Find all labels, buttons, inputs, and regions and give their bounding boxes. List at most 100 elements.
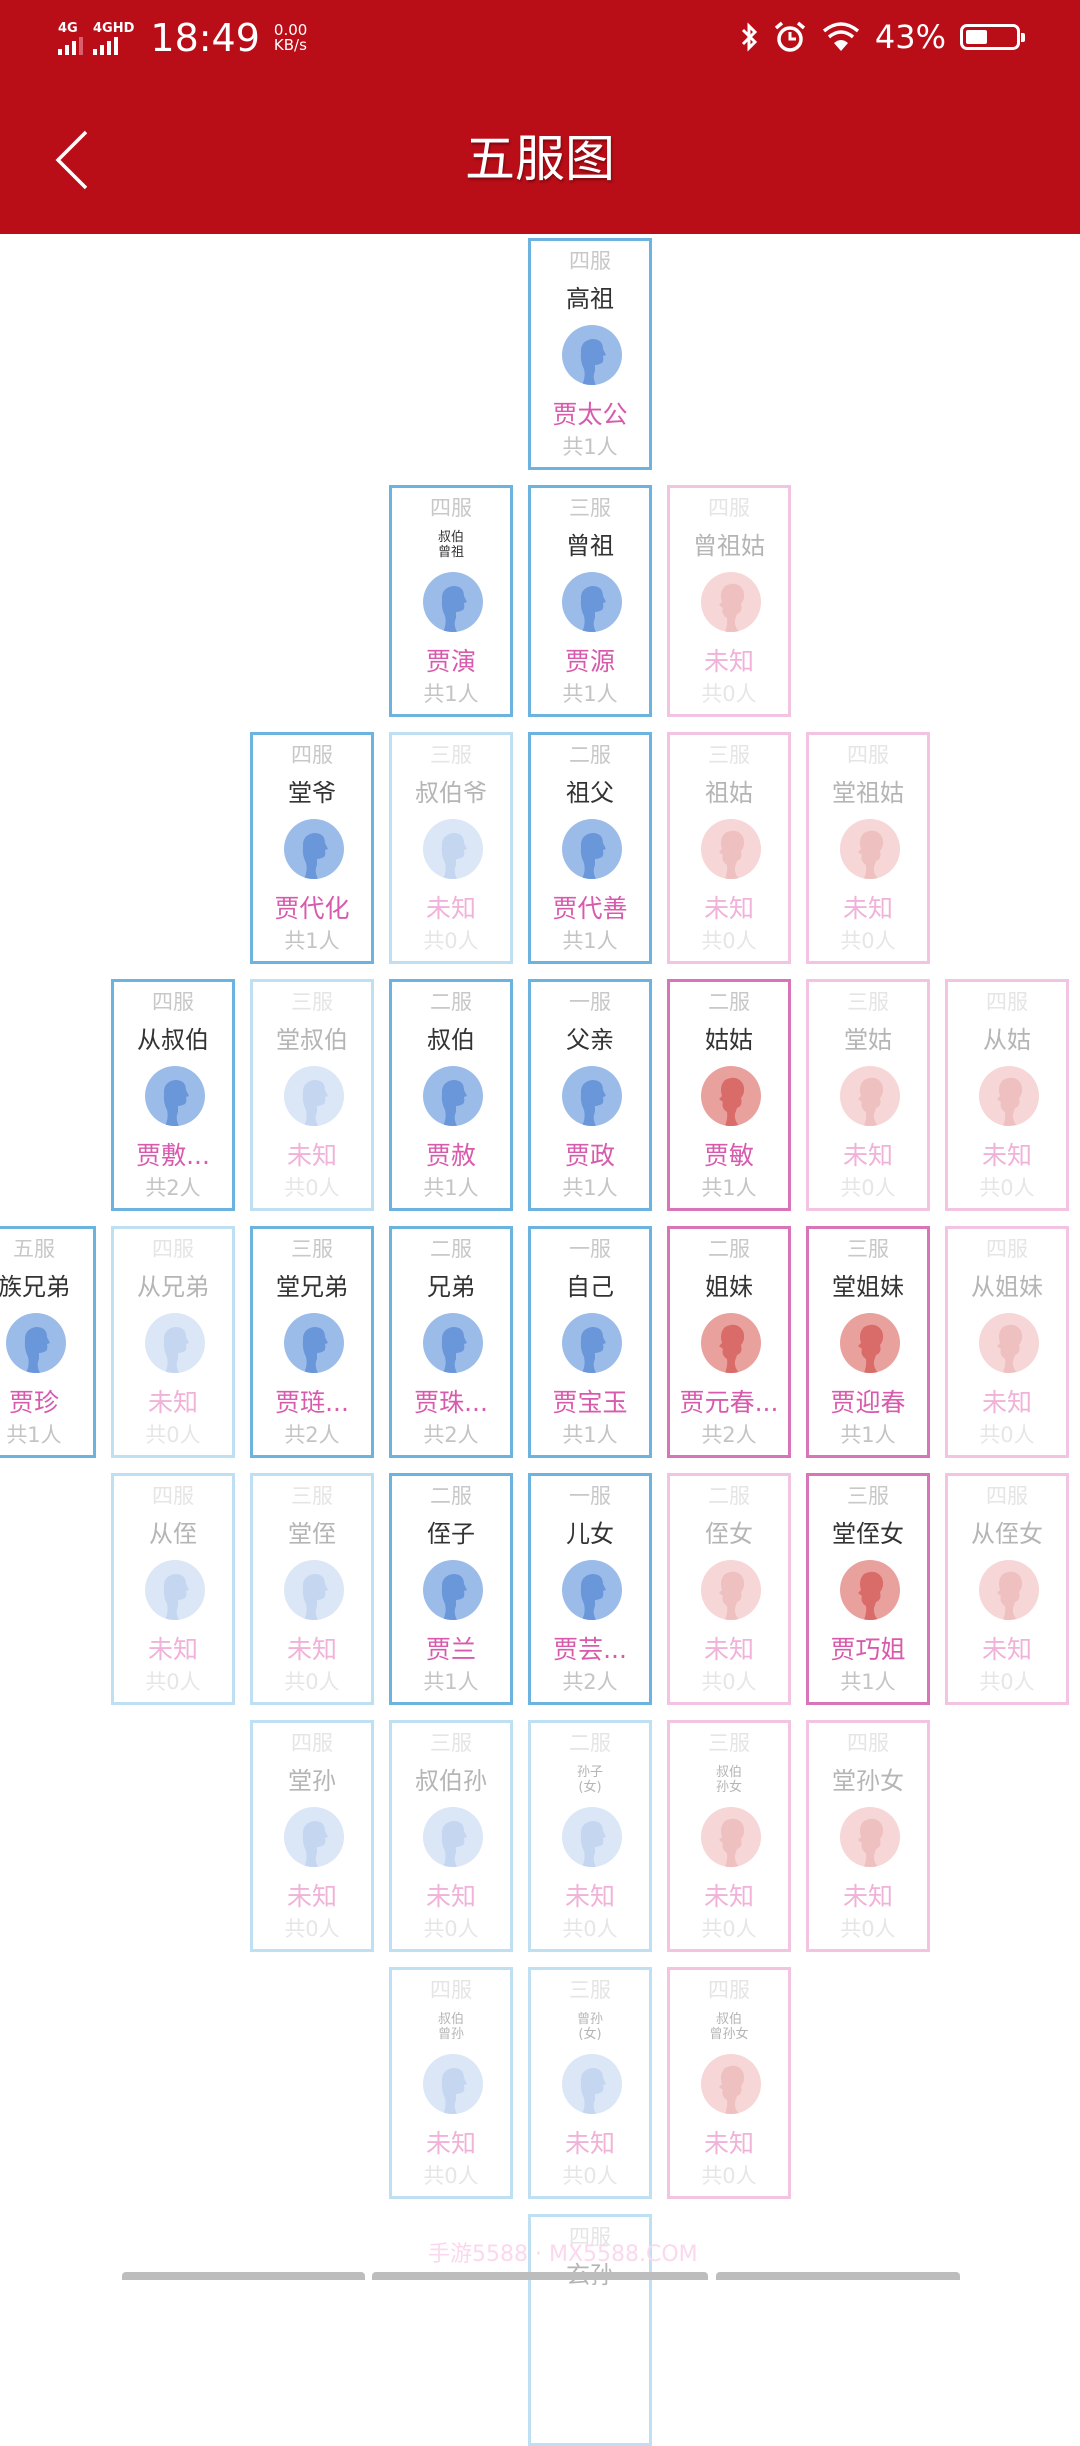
mourning-degree: 三服 [708, 743, 750, 767]
person-name: 未知 [703, 2129, 754, 2158]
mourning-degree: 二服 [569, 1731, 611, 1755]
person-name: 未知 [425, 2129, 476, 2158]
relative-card[interactable]: 三服 堂叔伯 未知 共0人 [250, 979, 374, 1211]
relative-card[interactable]: 四服 高祖 贾太公 共1人 [528, 238, 652, 470]
male-avatar-icon [562, 1066, 622, 1126]
mourning-degree: 三服 [847, 1237, 889, 1261]
mourning-degree: 二服 [430, 1237, 472, 1261]
mourning-degree: 三服 [291, 1484, 333, 1508]
person-count: 共0人 [562, 2164, 618, 2188]
relation-label: 堂孙女 [832, 1767, 904, 1795]
relative-card[interactable]: 三服 堂侄女 贾巧姐 共1人 [806, 1473, 930, 1705]
relation-label: 自己 [566, 1273, 614, 1301]
status-left: 4G 4GHD 18:49 0.00 KB/s [58, 18, 307, 58]
relative-card[interactable]: 一服 父亲 贾政 共1人 [528, 979, 652, 1211]
person-count: 共1人 [6, 1423, 62, 1447]
relative-card[interactable]: 四服 从兄弟 未知 共0人 [111, 1226, 235, 1458]
scrollbar-middle[interactable] [372, 2272, 708, 2280]
female-avatar-icon [840, 819, 900, 879]
relative-card[interactable]: 四服 从叔伯 贾敷... 共2人 [111, 979, 235, 1211]
relative-card[interactable]: 二服 孙子 (女) 未知 共0人 [528, 1720, 652, 1952]
female-avatar-icon [979, 1313, 1039, 1373]
male-avatar-icon [145, 1313, 205, 1373]
female-avatar-icon [701, 1560, 761, 1620]
male-avatar-icon [145, 1560, 205, 1620]
relative-card[interactable]: 三服 叔伯 孙女 未知 共0人 [667, 1720, 791, 1952]
person-name: 未知 [981, 1141, 1032, 1170]
relative-card[interactable]: 三服 堂侄 未知 共0人 [250, 1473, 374, 1705]
person-name: 未知 [981, 1388, 1032, 1417]
relation-label: 从侄 [149, 1520, 197, 1548]
person-count: 共0人 [701, 929, 757, 953]
relation-label: 从叔伯 [137, 1026, 209, 1054]
relative-card[interactable]: 三服 曾孙 (女) 未知 共0人 [528, 1967, 652, 2199]
person-name: 贾迎春 [830, 1388, 906, 1417]
relation-label: 堂爷 [288, 779, 336, 807]
relative-card[interactable]: 二服 姐妹 贾元春... 共2人 [667, 1226, 791, 1458]
mourning-degree: 四服 [291, 1731, 333, 1755]
relative-card[interactable]: 四服 叔伯 曾孙 未知 共0人 [389, 1967, 513, 2199]
relative-card[interactable]: 四服 堂爷 贾代化 共1人 [250, 732, 374, 964]
relative-card[interactable]: 二服 侄女 未知 共0人 [667, 1473, 791, 1705]
relative-card[interactable]: 二服 祖父 贾代善 共1人 [528, 732, 652, 964]
male-avatar-icon [284, 1313, 344, 1373]
relative-card[interactable]: 二服 叔伯 贾赦 共1人 [389, 979, 513, 1211]
page-title: 五服图 [465, 130, 615, 188]
relation-label: 叔伯 曾孙 [437, 2012, 464, 2042]
person-name: 未知 [842, 1141, 893, 1170]
relative-card[interactable]: 三服 堂姑 未知 共0人 [806, 979, 930, 1211]
relative-card[interactable]: 四服 曾祖姑 未知 共0人 [667, 485, 791, 717]
mourning-degree: 四服 [708, 1978, 750, 2002]
relative-card[interactable]: 四服 堂孙 未知 共0人 [250, 1720, 374, 1952]
scrollbar-right[interactable] [716, 2272, 960, 2280]
relative-card[interactable]: 四服 从姐妹 未知 共0人 [945, 1226, 1069, 1458]
male-avatar-icon [6, 1313, 66, 1373]
relative-card[interactable]: 三服 叔伯爷 未知 共0人 [389, 732, 513, 964]
person-name: 未知 [981, 1635, 1032, 1664]
relation-label: 姐妹 [705, 1273, 753, 1301]
female-avatar-icon [701, 819, 761, 879]
person-count: 共2人 [284, 1423, 340, 1447]
relative-card[interactable]: 三服 堂姐妹 贾迎春 共1人 [806, 1226, 930, 1458]
relative-card[interactable]: 二服 侄子 贾兰 共1人 [389, 1473, 513, 1705]
female-avatar-icon [701, 572, 761, 632]
relative-card[interactable]: 二服 姑姑 贾敏 共1人 [667, 979, 791, 1211]
relative-card[interactable]: 三服 曾祖 贾源 共1人 [528, 485, 652, 717]
relative-card[interactable]: 四服 叔伯 曾孙女 未知 共0人 [667, 1967, 791, 2199]
relation-label: 父亲 [566, 1026, 614, 1054]
relative-card[interactable]: 四服 叔伯 曾祖 贾演 共1人 [389, 485, 513, 717]
person-count: 共0人 [979, 1176, 1035, 1200]
scrollbar-left[interactable] [122, 2272, 365, 2280]
male-avatar-icon [423, 1807, 483, 1867]
male-avatar-icon [562, 1807, 622, 1867]
mourning-degree: 三服 [291, 990, 333, 1014]
back-button[interactable] [52, 128, 92, 192]
relative-card[interactable]: 三服 祖姑 未知 共0人 [667, 732, 791, 964]
mourning-degree: 一服 [569, 1484, 611, 1508]
status-bar: 4G 4GHD 18:49 0.00 KB/s 43% [0, 0, 1080, 82]
relative-card[interactable]: 一服 儿女 贾芸... 共2人 [528, 1473, 652, 1705]
male-avatar-icon [145, 1066, 205, 1126]
male-avatar-icon [562, 1560, 622, 1620]
relative-card[interactable]: 一服 自己 贾宝玉 共1人 [528, 1226, 652, 1458]
relative-card[interactable]: 四服 从侄女 未知 共0人 [945, 1473, 1069, 1705]
relation-label: 从姐妹 [971, 1273, 1043, 1301]
relative-card[interactable]: 四服 堂孙女 未知 共0人 [806, 1720, 930, 1952]
battery-icon [960, 24, 1025, 50]
relative-card[interactable]: 四服 从姑 未知 共0人 [945, 979, 1069, 1211]
relation-label: 堂祖姑 [832, 779, 904, 807]
person-name: 未知 [286, 1141, 337, 1170]
relative-card[interactable]: 二服 兄弟 贾珠... 共2人 [389, 1226, 513, 1458]
relative-card[interactable]: 三服 叔伯孙 未知 共0人 [389, 1720, 513, 1952]
person-name: 贾赦 [425, 1141, 476, 1170]
relative-card[interactable]: 四服 堂祖姑 未知 共0人 [806, 732, 930, 964]
signal-icon: 4G [58, 22, 83, 55]
relative-card[interactable]: 三服 堂兄弟 贾琏... 共2人 [250, 1226, 374, 1458]
person-count: 共1人 [562, 1423, 618, 1447]
person-count: 共2人 [423, 1423, 479, 1447]
relative-card[interactable]: 四服 从侄 未知 共0人 [111, 1473, 235, 1705]
mourning-degree: 四服 [986, 1484, 1028, 1508]
relative-card[interactable]: 五服 族兄弟 贾珍 共1人 [0, 1226, 96, 1458]
network-speed: 0.00 KB/s [274, 23, 307, 53]
male-avatar-icon [284, 1066, 344, 1126]
